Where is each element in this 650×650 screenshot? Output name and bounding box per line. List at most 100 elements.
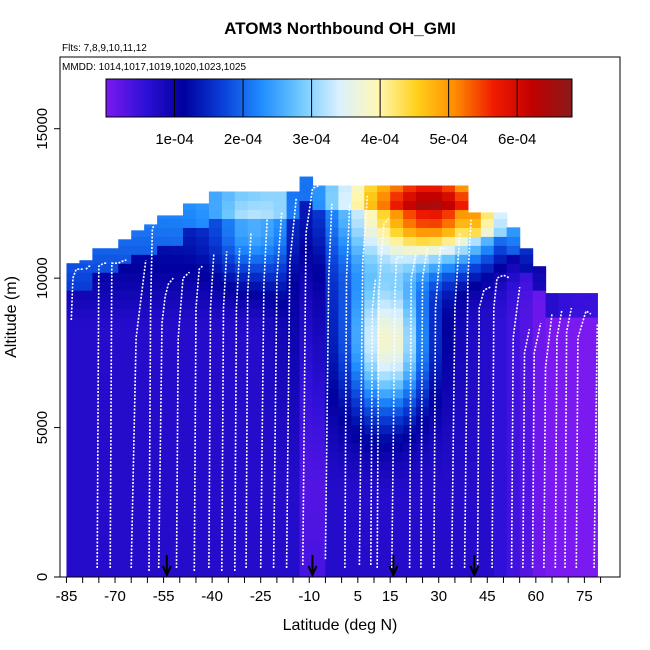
heatmap-cell xyxy=(416,568,430,577)
heatmap-cell xyxy=(118,308,132,318)
heatmap-cell xyxy=(195,460,210,471)
heatmap-cell xyxy=(92,451,106,462)
heatmap-cell xyxy=(467,218,482,228)
heatmap-cell xyxy=(467,236,482,246)
heatmap-cell xyxy=(493,212,508,219)
heatmap-cell xyxy=(545,406,560,417)
heatmap-cell xyxy=(273,397,288,408)
heatmap-cell xyxy=(467,308,482,318)
x-tick-label: 75 xyxy=(576,588,593,605)
heatmap-cell xyxy=(325,523,339,533)
heatmap-cell xyxy=(170,406,184,417)
heatmap-cell xyxy=(208,559,223,569)
heatmap-cell xyxy=(351,254,365,264)
heatmap-cell xyxy=(208,550,223,560)
heatmap-cell xyxy=(157,308,171,318)
heatmap-cell xyxy=(429,272,443,282)
heatmap-cell xyxy=(390,325,404,336)
heatmap-cell xyxy=(144,263,158,273)
heatmap-cell xyxy=(183,361,197,372)
heatmap-cell xyxy=(299,325,314,336)
heatmap-cell xyxy=(221,308,236,318)
heatmap-cell xyxy=(467,415,482,426)
flight-profile-line xyxy=(208,254,215,569)
heatmap-cell xyxy=(221,496,236,506)
heatmap-cell xyxy=(467,325,482,336)
heatmap-cell xyxy=(157,352,171,363)
heatmap-cell xyxy=(170,254,184,264)
flight-profile-line xyxy=(259,218,268,569)
heatmap-cell xyxy=(66,308,81,318)
heatmap-cell xyxy=(519,299,534,309)
heatmap-cell xyxy=(234,352,249,363)
heatmap-cell xyxy=(92,550,106,560)
heatmap-cell xyxy=(441,343,456,354)
heatmap-cell xyxy=(403,227,417,237)
heatmap-cell xyxy=(493,532,508,542)
heatmap-cell xyxy=(234,325,249,336)
heatmap-cell xyxy=(157,451,171,462)
heatmap-cell xyxy=(183,334,197,345)
heatmap-cell xyxy=(519,514,534,524)
heatmap-cell xyxy=(234,290,249,300)
heatmap-cell xyxy=(429,388,443,399)
x-tick-label: 30 xyxy=(430,588,447,605)
heatmap-cell xyxy=(144,559,158,569)
heatmap-cell xyxy=(312,343,327,354)
heatmap-cell xyxy=(532,361,547,372)
heatmap-cell xyxy=(454,379,469,390)
heatmap-cell xyxy=(480,442,495,453)
heatmap-cell xyxy=(441,290,456,300)
heatmap-cell xyxy=(441,478,456,488)
heatmap-cell xyxy=(247,505,262,515)
heatmap-cell xyxy=(312,272,327,282)
heatmap-cell xyxy=(195,568,210,577)
heatmap-cell xyxy=(66,424,81,435)
heatmap-cell xyxy=(338,209,352,219)
heatmap-cell xyxy=(467,290,482,300)
heatmap-cell xyxy=(467,424,482,435)
heatmap-cell xyxy=(429,523,443,533)
heatmap-cell xyxy=(584,317,598,327)
heatmap-cell xyxy=(584,361,598,372)
heatmap-cell xyxy=(493,523,508,533)
heatmap-cell xyxy=(105,379,119,390)
heatmap-cell xyxy=(480,568,495,577)
heatmap-cell xyxy=(558,334,573,345)
heatmap-cell xyxy=(351,200,365,211)
heatmap-cell xyxy=(377,523,391,533)
heatmap-cell xyxy=(584,469,598,479)
heatmap-cell xyxy=(506,343,521,354)
heatmap-cell xyxy=(493,281,508,291)
plot-frame xyxy=(59,56,621,578)
heatmap-cell xyxy=(260,290,275,300)
heatmap-cell xyxy=(480,397,495,408)
heatmap-cell xyxy=(79,308,93,318)
heatmap-cell xyxy=(195,209,210,219)
heatmap-cell xyxy=(234,191,249,202)
heatmap-cell xyxy=(558,487,573,497)
heatmap-cell xyxy=(416,370,430,381)
heatmap-cell xyxy=(416,442,430,453)
heatmap-cell xyxy=(66,532,81,542)
heatmap-cell xyxy=(286,281,301,291)
heatmap-cell xyxy=(467,532,482,542)
heatmap-cell xyxy=(480,424,495,435)
heatmap-cell xyxy=(273,343,288,354)
heatmap-cell xyxy=(234,200,249,211)
heatmap-cell xyxy=(571,293,585,300)
flight-profile-line xyxy=(391,256,405,569)
heatmap-cell xyxy=(390,209,404,219)
heatmap-cell xyxy=(416,200,430,211)
heatmap-cell xyxy=(545,442,560,453)
heatmap-cell xyxy=(92,496,106,506)
heatmap-cell xyxy=(584,388,598,399)
heatmap-cell xyxy=(325,388,339,399)
heatmap-cell xyxy=(377,343,391,354)
heatmap-cell xyxy=(144,478,158,488)
heatmap-cell xyxy=(131,505,145,515)
heatmap-cell xyxy=(377,550,391,560)
heatmap-cell xyxy=(429,218,443,228)
heatmap-cell xyxy=(480,263,495,273)
heatmap-cell xyxy=(312,245,327,255)
